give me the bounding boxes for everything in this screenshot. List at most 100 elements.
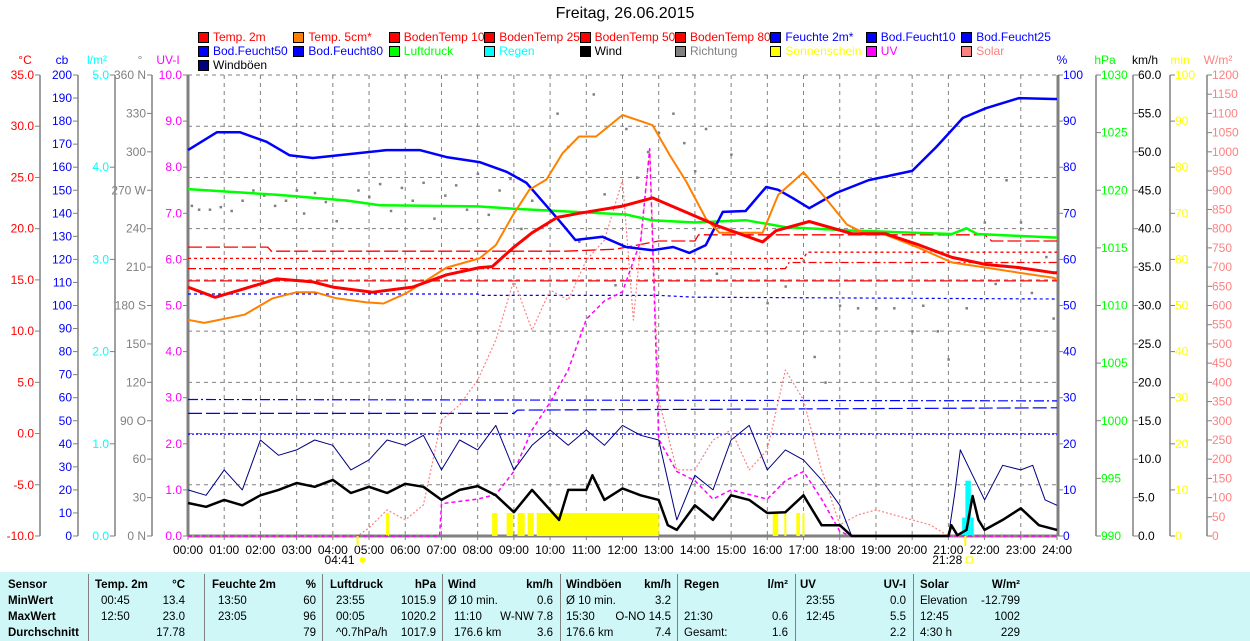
series-wind — [187, 474, 1058, 538]
table-cell: 1015.9 — [400, 595, 436, 607]
table-cell: -12.799 — [980, 595, 1020, 607]
axis-tick-label: 10.0 — [159, 68, 183, 82]
rain-bar — [962, 517, 966, 536]
axis-tick-label: 35.0 — [1138, 260, 1162, 274]
direction-point — [208, 208, 212, 211]
axis-tick-label: 80 — [59, 345, 73, 359]
axis-tick-label: 80 — [1175, 160, 1189, 174]
direction-point — [657, 131, 661, 135]
table-cell: O-NO 14.5 — [615, 611, 671, 623]
legend-label: BodenTemp 80 — [690, 30, 771, 44]
table-header-cell: % — [305, 579, 316, 591]
axis-tick-label: 800 — [1212, 222, 1232, 236]
direction-point — [715, 272, 719, 275]
axis-tick-label: 45.0 — [1138, 183, 1162, 197]
legend-label: Regen — [499, 44, 535, 58]
axis-tick-label: 100 — [1212, 491, 1232, 505]
axis-tick-label: 1.0 — [165, 483, 182, 497]
axis-tick-label: 130 — [52, 229, 72, 243]
direction-point — [295, 189, 299, 192]
series-bodentemp-50 — [188, 261, 1057, 270]
table-header-cell: W/m² — [991, 579, 1020, 591]
direction-point — [411, 199, 414, 202]
series-windb-en — [187, 424, 1058, 537]
axis-tick-label: 0 — [1063, 529, 1070, 543]
axis-tick-label: 1200 — [1212, 68, 1239, 82]
axis-tick-label: 7.0 — [165, 206, 182, 220]
x-tick-label: 18:00 — [825, 543, 855, 557]
series-bod-feucht25 — [187, 398, 1058, 402]
axis-tick-label: 180 S — [115, 299, 146, 313]
direction-point — [252, 189, 255, 192]
axis-tick-label: 995 — [1101, 471, 1121, 485]
table-header-cell: Windböen — [566, 579, 622, 591]
axis-tick-label: 25.0 — [1138, 337, 1162, 351]
axis-tick-label: 30.0 — [11, 119, 35, 133]
table-separator — [88, 574, 89, 641]
table-cell: 60 — [303, 595, 316, 607]
axis-tick-label: -10.0 — [7, 529, 35, 543]
axis-tick-label: 20 — [59, 483, 73, 497]
direction-point — [766, 301, 769, 305]
axis-tick-label: 4.0 — [92, 160, 109, 174]
direction-point — [454, 184, 458, 187]
axis-tick-label: 5.0 — [1138, 491, 1155, 505]
x-tick-label: 05:00 — [354, 543, 384, 557]
rain-bar — [965, 480, 971, 536]
axis-tick-label: 1020 — [1101, 183, 1128, 197]
legend-item: Sonnenschein — [770, 44, 861, 58]
axis-unit-hum: % — [1057, 53, 1068, 67]
direction-point — [368, 195, 371, 199]
axis-tick-label: 70 — [59, 368, 73, 382]
direction-point — [378, 182, 382, 186]
axis-tick-label: 450 — [1212, 356, 1232, 370]
x-tick-label: 20:00 — [897, 543, 927, 557]
legend-swatch — [293, 31, 305, 43]
x-tick-label: 02:00 — [245, 543, 275, 557]
axis-tick-label: 10 — [59, 506, 73, 520]
table-cell: Gesamt: — [684, 627, 728, 639]
axis-tick-label: 0.0 — [17, 427, 34, 441]
legend-swatch — [198, 59, 209, 71]
legend-label: BodenTemp 25 — [499, 30, 580, 44]
x-tick-label: 19:00 — [861, 543, 891, 557]
axis-unit-uv: UV-I — [156, 53, 179, 67]
axis-tick-label: 90 — [1175, 114, 1189, 128]
table-separator — [913, 574, 914, 641]
legend-item: BodenTemp 25 — [484, 30, 580, 44]
legend-label: Windböen — [213, 58, 268, 72]
table-header-cell: Wind — [448, 579, 476, 591]
axis-tick-label: 30 — [1063, 391, 1077, 405]
axis-tick-label: 100 — [1175, 68, 1195, 82]
table-cell: 229 — [1000, 627, 1020, 639]
sunshine-bar — [506, 512, 513, 536]
axis-tick-label: 110 — [53, 275, 72, 289]
direction-point — [273, 204, 277, 208]
axis-tick-label: 100 — [1063, 68, 1083, 82]
axis-tick-label: 500 — [1212, 337, 1232, 351]
legend-item: Wind — [579, 44, 622, 58]
direction-point — [911, 330, 914, 333]
statistics-table: Sensor Temp. 2m °C Feuchte 2m% Luftdruck hPa W… — [0, 572, 1250, 641]
table-cell: ^0.7hPa/h — [336, 627, 388, 639]
axis-tick-label: 1010 — [1101, 299, 1128, 313]
axis-tick-label: 140 — [52, 206, 72, 220]
legend-swatch — [388, 45, 400, 57]
legend-item: BodenTemp 50 — [579, 30, 675, 44]
axis-tick-label: 170 — [52, 137, 72, 151]
table-cell: 13:50 — [218, 595, 247, 607]
axis-tick-label: 1025 — [1101, 126, 1128, 140]
axis-tick-label: 15.0 — [1138, 414, 1162, 428]
legend-item: UV — [865, 44, 897, 58]
axis-tick-label: 150 — [126, 337, 146, 351]
table-header-cell: Solar — [920, 579, 949, 591]
axis-tick-label: 50 — [59, 414, 73, 428]
axis-tick-label: 20.0 — [1138, 375, 1162, 389]
direction-point — [936, 330, 940, 333]
direction-point — [530, 199, 534, 202]
x-tick-label: 13:00 — [644, 543, 674, 557]
legend-swatch — [675, 45, 686, 57]
table-header-cell: km/h — [644, 579, 671, 591]
direction-point — [520, 227, 523, 231]
axis-tick-label: 5.0 — [17, 375, 34, 389]
